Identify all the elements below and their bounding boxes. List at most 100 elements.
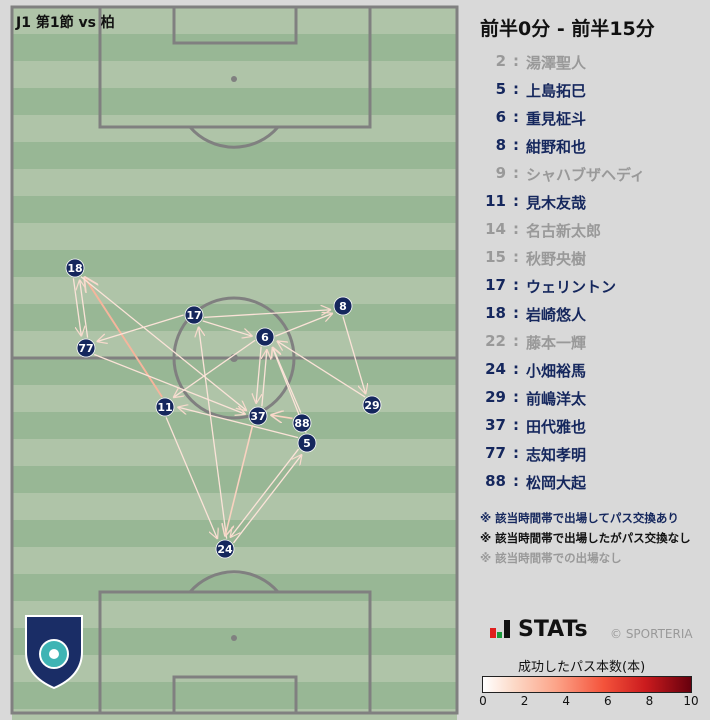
separator: :: [513, 416, 519, 434]
pass-arrow: [84, 276, 163, 398]
roster-item: 11: 見木友哉: [478, 192, 645, 220]
player-name: 見木友哉: [526, 194, 587, 212]
club-crest-logo: [25, 615, 83, 690]
separator: :: [513, 164, 519, 182]
player-node-label: 17: [186, 309, 201, 322]
player-node: 18: [65, 258, 85, 278]
pass-arrow: [93, 353, 246, 414]
legend-note-passed: ※ 該当時間帯で出場してパス交換あり: [480, 511, 679, 525]
player-node: 8: [333, 296, 353, 316]
player-node-label: 37: [250, 410, 265, 423]
player-node-label: 6: [261, 331, 269, 344]
player-number: 11: [485, 192, 506, 210]
player-node: 11: [155, 397, 175, 417]
roster-item: 17: ウェリントン: [478, 276, 645, 304]
pass-arrow: [97, 314, 184, 342]
player-number: 88: [485, 472, 506, 490]
pass-arrow: [275, 313, 333, 337]
legend-note-absent: ※ 該当時間帯での出場なし: [480, 551, 622, 565]
player-node: 77: [76, 338, 96, 358]
copyright: © SPORTERIA: [610, 627, 693, 641]
player-node: 5: [297, 433, 317, 453]
player-name: 田代雅也: [526, 418, 587, 436]
player-node-label: 77: [78, 342, 93, 355]
player-node-label: 29: [364, 399, 379, 412]
player-name: 名古新太郎: [526, 222, 602, 240]
roster-item: 37: 田代雅也: [478, 416, 645, 444]
roster-list: 2: 湯澤聖人 5: 上島拓巳 6: 重見柾斗 8: 紺野和也 9: シャハブザヘディ 11: 見木友…: [478, 52, 645, 500]
match-title: J1 第1節 vs 柏: [16, 15, 115, 31]
player-node-label: 5: [303, 437, 311, 450]
player-name: 上島拓巳: [526, 82, 587, 100]
player-name: 松岡大起: [526, 474, 587, 492]
pass-arrow: [80, 276, 247, 411]
separator: :: [513, 388, 519, 406]
separator: :: [513, 248, 519, 266]
player-name: 重見柾斗: [526, 110, 587, 128]
player-number: 37: [485, 416, 506, 434]
pass-arrow: [199, 327, 228, 539]
roster-item: 5: 上島拓巳: [478, 80, 645, 108]
roster-item: 77: 志知孝明: [478, 444, 645, 472]
player-number: 15: [485, 248, 506, 266]
stats-wordmark: STATs: [518, 617, 588, 642]
player-name: 紺野和也: [526, 138, 587, 156]
player-node-label: 11: [157, 401, 172, 414]
roster-item: 8: 紺野和也: [478, 136, 645, 164]
player-number: 2: [495, 52, 506, 70]
player-number: 5: [495, 80, 506, 98]
separator: :: [513, 220, 519, 238]
player-node-label: 8: [339, 300, 347, 313]
player-node: 88: [292, 413, 312, 433]
colorbar-tick: 2: [520, 694, 529, 708]
separator: :: [513, 360, 519, 378]
colorbar: [482, 676, 692, 693]
roster-item: 14: 名古新太郎: [478, 220, 645, 248]
colorbar-tick: 4: [562, 694, 571, 708]
player-name: 小畑裕馬: [526, 362, 587, 380]
player-name: 志知孝明: [526, 446, 587, 464]
legend-note-no-pass: ※ 該当時間帯で出場したがパス交換なし: [480, 531, 691, 545]
roster-item: 88: 松岡大起: [478, 472, 645, 500]
pass-arrow: [80, 279, 89, 338]
period-title: 前半0分 - 前半15分: [480, 18, 655, 40]
player-number: 17: [485, 276, 506, 294]
separator: :: [513, 332, 519, 350]
pitch: 18 77 17 6 8 11 37 88 5 29 24: [10, 5, 459, 720]
player-node: 29: [362, 395, 382, 415]
player-node: 17: [184, 305, 204, 325]
roster-item: 9: シャハブザヘディ: [478, 164, 645, 192]
player-number: 8: [495, 136, 506, 154]
pass-arrow: [173, 339, 256, 397]
player-name: 前嶋洋太: [526, 390, 587, 408]
player-name: 岩崎悠人: [526, 306, 587, 324]
separator: :: [513, 192, 519, 210]
roster-item: 24: 小畑裕馬: [478, 360, 645, 388]
player-node: 6: [255, 327, 275, 347]
pass-arrow: [270, 415, 293, 419]
player-name: 湯澤聖人: [526, 54, 587, 72]
colorbar-tick: 10: [683, 694, 699, 708]
roster-item: 22: 藤本一輝: [478, 332, 645, 360]
pass-arrow: [204, 310, 331, 319]
player-number: 6: [495, 108, 506, 126]
roster-item: 15: 秋野央樹: [478, 248, 645, 276]
player-number: 77: [485, 444, 506, 462]
player-node-label: 24: [217, 543, 233, 556]
player-node: 24: [215, 539, 235, 559]
player-number: 14: [485, 220, 506, 238]
player-name: 藤本一輝: [526, 334, 587, 352]
roster-item: 18: 岩崎悠人: [478, 304, 645, 332]
pass-arrow: [165, 417, 217, 539]
separator: :: [513, 108, 519, 126]
pass-arrow: [232, 454, 302, 544]
player-node-label: 88: [294, 417, 309, 430]
separator: :: [513, 472, 519, 490]
pass-arrow: [230, 448, 300, 538]
roster-item: 29: 前嶋洋太: [478, 388, 645, 416]
separator: :: [513, 444, 519, 462]
roster-item: 2: 湯澤聖人: [478, 52, 645, 80]
pass-arrow: [342, 316, 366, 394]
player-number: 24: [485, 360, 506, 378]
player-name: ウェリントン: [526, 278, 617, 296]
